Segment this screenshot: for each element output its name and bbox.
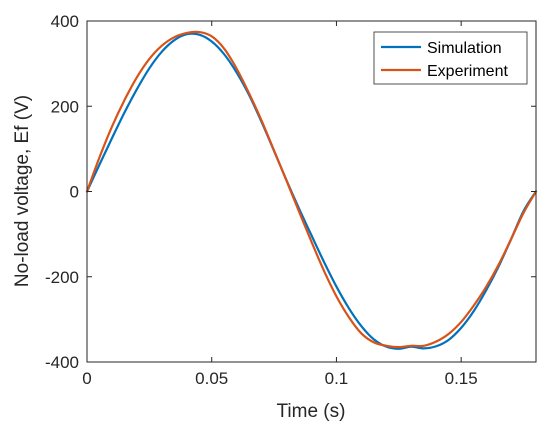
legend-label-experiment: Experiment xyxy=(427,63,508,80)
y-tick-label: 0 xyxy=(70,183,79,202)
y-tick-label: 200 xyxy=(51,97,79,116)
legend-box xyxy=(373,31,528,85)
x-axis: 0 0.05 0.1 0.15 xyxy=(82,21,478,388)
y-tick-label: 400 xyxy=(51,12,79,31)
legend: Simulation Experiment xyxy=(373,31,528,85)
y-axis-title: No-load voltage, Ef (V) xyxy=(12,95,33,287)
y-axis: -400 -200 0 200 400 xyxy=(45,12,536,372)
series-line-experiment xyxy=(85,30,538,349)
x-tick-label: 0.1 xyxy=(325,369,349,388)
x-tick-label: 0.15 xyxy=(445,369,478,388)
x-axis-title: Time (s) xyxy=(277,401,346,422)
series-layer xyxy=(85,30,538,350)
y-tick-label: -200 xyxy=(45,268,79,287)
x-tick-label: 0.05 xyxy=(195,369,228,388)
legend-label-simulation: Simulation xyxy=(427,40,502,57)
series-line-simulation xyxy=(85,32,538,350)
x-tick-label: 0 xyxy=(82,369,91,388)
y-tick-label: -400 xyxy=(45,353,79,372)
